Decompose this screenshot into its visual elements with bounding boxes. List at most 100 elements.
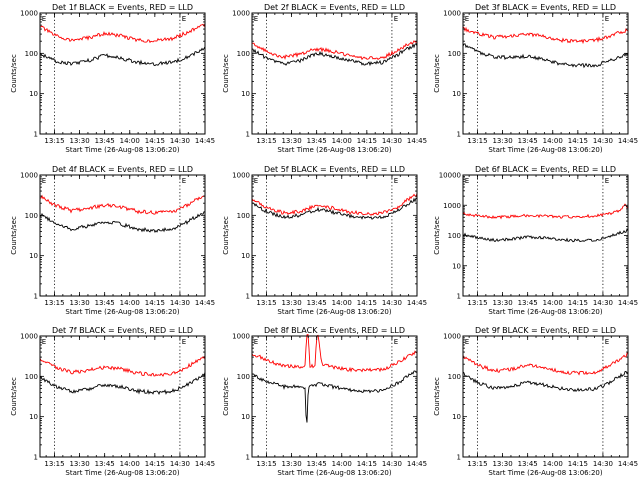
y-axis-label: Counts/sec [222, 377, 230, 416]
x-tick-label: 14:45 [618, 299, 638, 307]
series-line-events [39, 371, 206, 395]
x-tick-label: 14:15 [357, 137, 377, 145]
marker-label: E [605, 177, 609, 185]
y-tick-label: 100 [448, 50, 461, 58]
x-tick-label: 14:45 [618, 460, 638, 468]
y-tick-label: 1 [246, 293, 250, 301]
x-axis-label: Start Time (26-Aug-08 13:06:20) [488, 146, 602, 154]
series-line-lld [39, 355, 206, 377]
y-tick-label: 1000 [232, 10, 250, 18]
y-axis-label: Counts/sec [10, 377, 18, 416]
series-line-lld [251, 193, 418, 216]
x-tick-label: 13:45 [95, 137, 115, 145]
x-tick-label: 13:45 [307, 299, 327, 307]
series-line-events [251, 370, 418, 423]
x-tick-label: 13:15 [44, 299, 64, 307]
series-line-events [251, 197, 418, 220]
y-tick-label: 100 [448, 373, 461, 381]
x-tick-label: 13:45 [518, 299, 538, 307]
x-tick-label: 13:15 [256, 137, 276, 145]
y-tick-label: 1 [34, 293, 38, 301]
panel-title: Det 8f BLACK = Events, RED = LLD [264, 326, 405, 335]
panel-det-7: Det 7f BLACK = Events, RED = LLD E E 1 10 100… [10, 326, 215, 477]
x-tick-label: 14:30 [382, 299, 402, 307]
x-tick-label: 13:45 [518, 137, 538, 145]
x-tick-label: 13:45 [518, 460, 538, 468]
plot-frame [462, 12, 629, 135]
series-line-events [39, 211, 206, 234]
x-tick-label: 14:00 [543, 460, 563, 468]
plot-frame [251, 335, 418, 458]
y-tick-label: 10 [29, 90, 38, 98]
marker-label: E [465, 338, 469, 346]
x-tick-label: 13:30 [281, 137, 301, 145]
x-axis-label: Start Time (26-Aug-08 13:06:20) [488, 308, 602, 316]
x-tick-label: 14:30 [382, 460, 402, 468]
x-tick-label: 14:00 [332, 299, 352, 307]
x-tick-label: 13:30 [492, 299, 512, 307]
y-tick-label: 1000 [232, 333, 250, 341]
y-tick-label: 100 [25, 212, 38, 220]
series-line-events [462, 43, 629, 69]
series-line-lld [251, 40, 418, 61]
x-tick-label: 14:30 [593, 137, 613, 145]
x-tick-label: 14:45 [407, 299, 427, 307]
x-tick-label: 13:15 [467, 137, 487, 145]
panel-title: Det 2f BLACK = Events, RED = LLD [264, 3, 405, 12]
x-tick-label: 14:30 [593, 460, 613, 468]
plot-frame [251, 12, 418, 135]
x-tick-label: 14:15 [145, 460, 165, 468]
plot-frame [39, 12, 206, 135]
series-line-lld [462, 352, 629, 376]
x-tick-label: 14:15 [568, 137, 588, 145]
series-line-events [251, 43, 418, 67]
marker-label: E [465, 177, 469, 185]
marker-label: E [42, 177, 46, 185]
y-tick-label: 1 [246, 454, 250, 462]
marker-label: E [465, 15, 469, 23]
y-tick-label: 100 [25, 50, 38, 58]
y-tick-label: 10 [452, 90, 461, 98]
y-axis-label: Counts/sec [433, 216, 441, 255]
y-tick-label: 100 [237, 50, 250, 58]
y-tick-label: 1 [246, 131, 250, 139]
y-tick-label: 100 [237, 212, 250, 220]
y-axis-label: Counts/sec [222, 54, 230, 93]
marker-label: E [254, 338, 258, 346]
x-tick-label: 14:30 [382, 137, 402, 145]
panel-title: Det 9f BLACK = Events, RED = LLD [475, 326, 616, 335]
y-tick-label: 1000 [20, 333, 38, 341]
x-tick-label: 14:00 [332, 460, 352, 468]
marker-label: E [254, 177, 258, 185]
y-tick-label: 100 [25, 373, 38, 381]
x-tick-label: 13:15 [467, 460, 487, 468]
x-tick-label: 14:00 [332, 137, 352, 145]
x-tick-label: 13:30 [69, 137, 89, 145]
x-tick-label: 13:45 [307, 460, 327, 468]
x-tick-label: 14:45 [195, 460, 215, 468]
x-tick-label: 13:15 [44, 137, 64, 145]
x-tick-label: 13:30 [281, 460, 301, 468]
x-tick-label: 13:30 [69, 299, 89, 307]
y-tick-label: 10 [29, 413, 38, 421]
x-tick-label: 13:45 [307, 137, 327, 145]
marker-label: E [182, 177, 186, 185]
x-tick-label: 13:15 [256, 299, 276, 307]
y-tick-label: 1000 [232, 172, 250, 180]
panel-title: Det 7f BLACK = Events, RED = LLD [52, 326, 193, 335]
x-axis-label: Start Time (26-Aug-08 13:06:20) [65, 469, 179, 477]
panel-title: Det 4f BLACK = Events, RED = LLD [52, 165, 193, 174]
plot-frame [39, 174, 206, 297]
x-tick-label: 14:15 [568, 460, 588, 468]
y-tick-label: 1 [457, 131, 461, 139]
x-tick-label: 14:00 [120, 137, 140, 145]
panel-title: Det 3f BLACK = Events, RED = LLD [475, 3, 616, 12]
series-line-lld [39, 23, 206, 44]
x-tick-label: 13:15 [44, 460, 64, 468]
y-tick-label: 10 [452, 413, 461, 421]
y-tick-label: 10 [241, 90, 250, 98]
plot-frame [462, 335, 629, 458]
x-tick-label: 14:45 [195, 299, 215, 307]
x-axis-label: Start Time (26-Aug-08 13:06:20) [277, 469, 391, 477]
